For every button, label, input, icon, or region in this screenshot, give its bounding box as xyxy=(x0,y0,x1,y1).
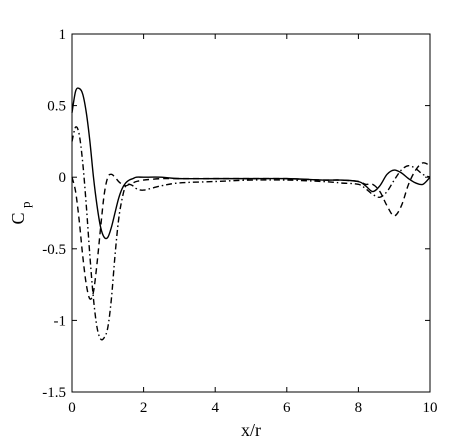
series-line-dashed xyxy=(71,162,431,300)
y-axis-label-sub: p xyxy=(18,201,33,208)
x-tick-label: 2 xyxy=(140,400,148,416)
y-tick-label: 0 xyxy=(59,170,67,186)
y-tick-label: -0.5 xyxy=(42,242,66,258)
ticks xyxy=(71,33,431,393)
x-axis-label: x/r xyxy=(241,420,261,440)
y-tick-label: 1 xyxy=(59,27,67,43)
plot-frame xyxy=(71,33,431,393)
x-tick-label: 0 xyxy=(68,400,76,416)
y-tick-label: -1 xyxy=(54,313,67,329)
y-axis-label: C p xyxy=(8,201,33,224)
series-line-dashdot xyxy=(71,126,431,341)
y-tick-label: -1.5 xyxy=(42,385,66,401)
plot-area xyxy=(71,87,431,341)
x-tick-label: 6 xyxy=(283,400,291,416)
y-axis-label-main: C xyxy=(8,212,28,224)
series-line-solid xyxy=(71,87,431,240)
svg-text:C p: C p xyxy=(8,201,33,224)
x-tick-label: 4 xyxy=(211,400,219,416)
tick-labels: 0 2 4 6 8 10 -1.5 -1 -0.5 0 0.5 1 xyxy=(42,27,437,416)
x-tick-label: 10 xyxy=(423,400,438,416)
x-tick-label: 8 xyxy=(355,400,363,416)
y-tick-label: 0.5 xyxy=(47,99,66,115)
